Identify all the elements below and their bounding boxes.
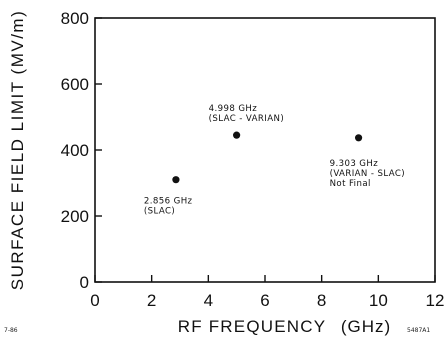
- x-tick-label: 12: [426, 291, 445, 310]
- x-tick-label: 10: [369, 291, 388, 310]
- data-points: 2.856 GHz(SLAC) 4.998 GHz(SLAC - VARIAN) 9…: [144, 104, 405, 217]
- data-point: [354, 134, 363, 142]
- y-axis-label: SURFACE FIELD LIMIT (MV/m): [8, 10, 27, 291]
- y-tick-label: 800: [61, 9, 89, 28]
- x-axis-label: RF FREQUENCY: [178, 317, 327, 336]
- data-point-label: Not Final: [330, 179, 371, 189]
- y-tick-label: 0: [80, 273, 89, 292]
- x-tick-label: 0: [90, 291, 99, 310]
- plot-frame: [94, 17, 436, 283]
- x-tick-label: 6: [260, 291, 269, 310]
- data-point: [172, 176, 180, 184]
- y-tick-label: 600: [61, 75, 89, 94]
- x-axis-ticks: 0 2 4 6 8 10 12: [90, 275, 444, 310]
- x-tick-label: 8: [317, 291, 326, 310]
- data-point-label: (SLAC - VARIAN): [209, 114, 284, 124]
- figure-note-right: 5487A1: [407, 327, 431, 334]
- data-point-label: (VARIAN - SLAC): [330, 169, 405, 179]
- x-tick-label: 2: [147, 291, 156, 310]
- figure-note-left: 7-86: [4, 327, 18, 334]
- data-point: [233, 131, 241, 139]
- data-point-label: (SLAC): [144, 207, 175, 217]
- y-axis-ticks: 0 200 400 600 800: [61, 9, 102, 292]
- data-point-label: 2.856 GHz: [144, 197, 193, 207]
- y-tick-label: 400: [61, 141, 89, 160]
- data-point-label: 9.303 GHz: [330, 159, 379, 169]
- data-point-label: 4.998 GHz: [209, 104, 258, 114]
- y-tick-label: 200: [61, 207, 89, 226]
- x-tick-label: 4: [204, 291, 213, 310]
- x-axis-unit: (GHz): [341, 317, 391, 336]
